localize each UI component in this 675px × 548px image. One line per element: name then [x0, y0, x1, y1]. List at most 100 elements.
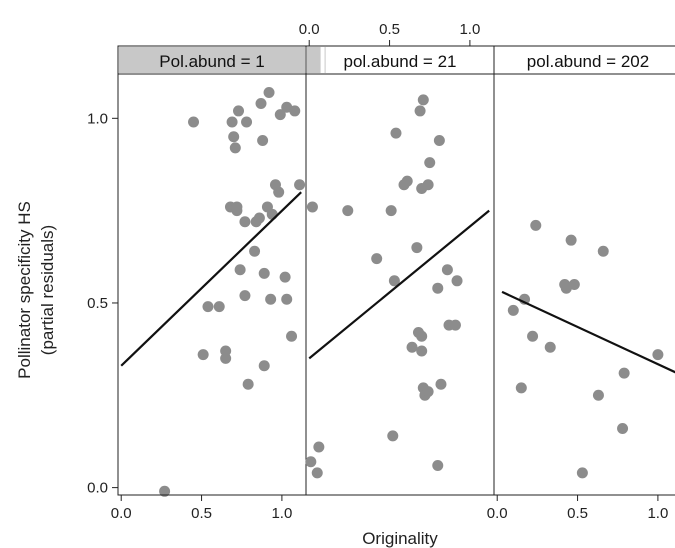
- point-p3-16: [652, 349, 664, 361]
- fit-line-1: [120, 191, 302, 367]
- point-p2-29: [435, 378, 447, 390]
- x-tick-label-p1-1: 0.0: [111, 505, 132, 522]
- point-p2-8: [387, 430, 399, 442]
- point-p1-11: [229, 142, 241, 154]
- point-p1-20: [249, 245, 261, 257]
- point-p2-10: [390, 127, 402, 139]
- point-p1-26: [258, 360, 270, 372]
- point-p3-5: [530, 219, 542, 231]
- point-p2-5: [342, 205, 354, 217]
- y-axis-title-line1: Pollinator specificity HS: [15, 201, 34, 379]
- strip-fill-1: [119, 47, 305, 73]
- point-p2-12: [401, 175, 413, 187]
- panel-1: Pol.abund = 1: [117, 45, 307, 497]
- point-p2-19: [416, 345, 428, 357]
- point-p1-32: [273, 186, 285, 198]
- point-p1-37: [286, 330, 298, 342]
- point-p1-1: [159, 485, 171, 497]
- axes-layer: 0.0 0.5 1.0 0.0 0.5 1.0 0.0 0.5 1.0 0.0 0.5 1.0: [87, 21, 675, 522]
- point-p1-22: [253, 212, 265, 224]
- point-p2-18: [416, 330, 428, 342]
- outer-frame: [117, 45, 675, 496]
- point-p1-28: [263, 86, 275, 98]
- panels-layer: Pol.abund = 1 pol.abund = 21 pol.abund = 2…: [117, 45, 675, 497]
- point-p1-35: [281, 293, 293, 305]
- point-p1-14: [233, 105, 245, 117]
- point-p2-23: [422, 179, 434, 191]
- point-p1-7: [220, 352, 232, 364]
- point-p1-34: [279, 271, 291, 283]
- strip-marker-2: [320, 47, 325, 73]
- panel-2: pol.abund = 21: [305, 45, 495, 496]
- point-p3-2: [515, 382, 527, 394]
- point-p3-12: [592, 389, 604, 401]
- panel-3: pol.abund = 202: [493, 45, 675, 496]
- point-p1-24: [257, 134, 269, 146]
- strip-label-2: pol.abund = 21: [344, 52, 457, 71]
- point-p1-19: [242, 378, 254, 390]
- x-tick-label-p1-2: 0.5: [191, 505, 212, 522]
- strip-label-3: pol.abund = 202: [527, 52, 649, 71]
- point-p1-23: [255, 98, 267, 110]
- point-p3-6: [544, 341, 556, 353]
- point-p2-3: [311, 467, 323, 479]
- point-p3-4: [527, 330, 539, 342]
- point-p1-4: [202, 301, 214, 313]
- panel-frame-1: [117, 73, 307, 496]
- point-p2-14: [411, 242, 423, 254]
- x-tick-label-p3-1: 0.0: [487, 505, 508, 522]
- x-tick-label-p1-3: 1.0: [271, 505, 292, 522]
- point-p2-13: [406, 341, 418, 353]
- point-p2-25: [424, 157, 436, 169]
- point-p2-30: [441, 264, 453, 276]
- panel-frame-3: [493, 73, 675, 496]
- x-tick-label-p3-3: 1.0: [647, 505, 668, 522]
- point-p2-33: [451, 275, 463, 287]
- fit-line-2: [308, 209, 490, 360]
- point-p1-18: [241, 116, 253, 128]
- point-p1-3: [197, 349, 209, 361]
- point-p2-26: [432, 282, 444, 294]
- x-tick-label-top-3: 1.0: [459, 21, 480, 38]
- point-p1-39: [294, 179, 306, 191]
- y-tick-label-3: 1.0: [87, 110, 108, 127]
- point-p1-29: [265, 293, 277, 305]
- point-p1-10: [228, 131, 240, 143]
- point-p3-1: [507, 304, 519, 316]
- point-p1-38: [289, 105, 301, 117]
- point-p1-5: [213, 301, 225, 313]
- point-p1-13: [231, 205, 243, 217]
- strip-label-1: Pol.abund = 1: [159, 52, 264, 71]
- point-p1-15: [234, 264, 246, 276]
- point-p1-2: [188, 116, 200, 128]
- point-p1-25: [258, 267, 270, 279]
- point-p3-11: [576, 467, 588, 479]
- point-p2-1: [305, 456, 317, 468]
- point-p3-10: [568, 279, 580, 290]
- point-p2-20: [417, 94, 429, 106]
- x-tick-label-top-2: 0.5: [379, 21, 400, 38]
- point-p2-24: [422, 386, 434, 398]
- point-p3-14: [617, 423, 629, 435]
- point-p2-9: [388, 275, 400, 287]
- point-p1-33: [274, 109, 286, 121]
- x-axis-title: Originality: [362, 529, 438, 548]
- point-p1-30: [266, 208, 278, 220]
- point-p2-27: [432, 459, 444, 471]
- y-tick-label-1: 0.0: [87, 480, 108, 497]
- point-p2-32: [449, 319, 461, 331]
- point-p3-15: [618, 367, 630, 379]
- point-p3-13: [597, 245, 609, 257]
- point-p3-9: [565, 234, 577, 246]
- y-tick-label-2: 0.5: [87, 295, 108, 312]
- y-axis-title-line2: (partial residuals): [38, 225, 57, 355]
- x-tick-label-top-1: 0.0: [299, 21, 320, 38]
- point-p1-17: [239, 216, 251, 228]
- point-p2-28: [433, 134, 445, 146]
- point-p2-4: [313, 441, 325, 453]
- x-tick-label-p3-2: 0.5: [567, 505, 588, 522]
- point-p1-9: [226, 116, 238, 128]
- point-p2-6: [371, 253, 383, 265]
- point-p2-2: [306, 201, 318, 213]
